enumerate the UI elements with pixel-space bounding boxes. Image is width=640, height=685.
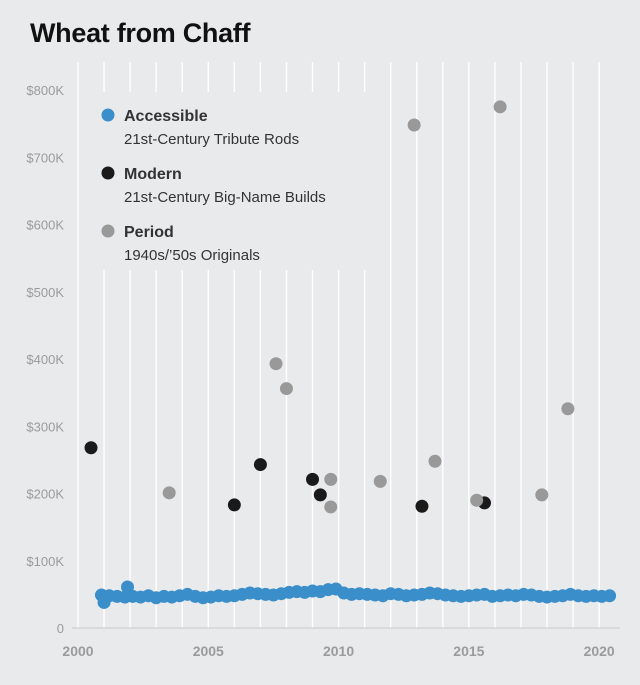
legend-series-description: 1940s/’50s Originals: [124, 247, 260, 264]
legend-marker: [101, 108, 115, 122]
legend-series-name: Period: [124, 224, 174, 241]
period-point: [561, 402, 575, 416]
x-tick-label: 2015: [453, 643, 484, 659]
modern-point: [84, 441, 98, 455]
period-point: [279, 382, 293, 396]
period-point: [373, 474, 387, 488]
legend-series-description: 21st-Century Tribute Rods: [124, 131, 299, 148]
accessible-point: [603, 589, 617, 603]
modern-point: [313, 488, 327, 502]
modern-point: [306, 472, 320, 486]
y-tick-label: $800K: [26, 83, 64, 98]
x-tick-label: 2005: [193, 643, 224, 659]
legend-series-name: Accessible: [124, 108, 208, 125]
y-tick-label: $400K: [26, 352, 64, 367]
chart-title: Wheat from Chaff: [30, 18, 251, 48]
period-point: [324, 472, 338, 486]
x-axis-ticks: 2000 2005 2010 2015 2020: [62, 643, 615, 659]
period-point: [535, 488, 549, 502]
data-points: [84, 100, 617, 609]
period-point: [493, 100, 507, 114]
y-tick-label: $300K: [26, 419, 64, 434]
period-point: [162, 486, 176, 500]
period-point: [269, 357, 283, 371]
legend-marker: [101, 166, 115, 180]
legend: Accessible 21st-Century Tribute Rods Moder…: [92, 92, 382, 270]
y-tick-label: $500K: [26, 285, 64, 300]
period-point: [428, 454, 442, 468]
y-tick-label: $700K: [26, 150, 64, 165]
legend-series-name: Modern: [124, 166, 182, 183]
y-tick-label: $100K: [26, 554, 64, 569]
period-point: [324, 500, 338, 514]
y-axis-ticks: 0 $100K $200K $300K $400K $500K $600K $700K $800…: [26, 83, 64, 636]
modern-point: [227, 498, 241, 512]
x-tick-label: 2010: [323, 643, 354, 659]
period-point: [470, 493, 484, 507]
modern-point: [253, 458, 267, 472]
y-tick-label: $200K: [26, 487, 64, 502]
x-tick-label: 2020: [584, 643, 615, 659]
x-tick-label: 2000: [62, 643, 93, 659]
period-point: [407, 118, 421, 132]
y-tick-label: 0: [57, 621, 64, 636]
modern-point: [415, 499, 429, 513]
legend-background: [92, 92, 382, 270]
legend-series-description: 21st-Century Big-Name Builds: [124, 189, 326, 206]
y-tick-label: $600K: [26, 218, 64, 233]
legend-marker: [101, 224, 115, 238]
